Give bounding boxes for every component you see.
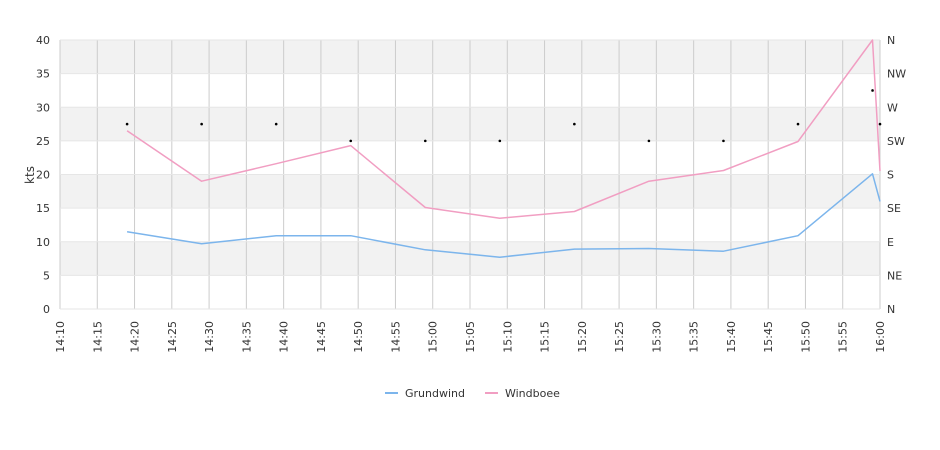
x-axis-ticks: 14:10 14:15 14:20 14:25 14:30 14:35 14:40 14:45… xyxy=(54,321,887,353)
y-tick-label: 40 xyxy=(36,34,50,47)
x-tick-label: 16:00 xyxy=(874,321,887,353)
direction-marker xyxy=(722,139,725,143)
direction-marker xyxy=(274,122,278,126)
y-axis-ticks: 0 5 10 15 20 25 30 35 40 xyxy=(36,34,50,316)
x-tick-label: 14:50 xyxy=(352,321,365,353)
y-tick-label: 25 xyxy=(36,135,50,148)
direction-marker xyxy=(498,139,502,143)
x-tick-label: 14:10 xyxy=(54,321,67,353)
direction-tick-label: S xyxy=(887,169,894,182)
direction-tick-label: NW xyxy=(887,68,906,81)
direction-axis-ticks: N NE E SE S SW W NW N xyxy=(887,34,906,316)
y-tick-label: 10 xyxy=(36,236,50,249)
direction-marker xyxy=(423,139,427,143)
x-tick-label: 15:30 xyxy=(650,321,663,353)
direction-tick-label: SE xyxy=(887,202,901,215)
y-tick-label: 35 xyxy=(36,68,50,81)
x-tick-label: 15:40 xyxy=(725,321,738,353)
direction-marker xyxy=(573,122,576,126)
x-tick-label: 14:25 xyxy=(166,321,179,353)
direction-tick-label: E xyxy=(887,236,894,249)
series-line-windboee xyxy=(126,39,881,219)
x-tick-label: 14:55 xyxy=(389,321,402,353)
legend: Grundwind Windboee xyxy=(385,387,560,400)
x-tick-label: 15:55 xyxy=(837,321,850,353)
y-tick-label: 15 xyxy=(36,202,50,215)
direction-tick-label: N xyxy=(887,303,895,316)
direction-marker xyxy=(200,122,203,126)
x-tick-label: 15:20 xyxy=(576,321,589,353)
direction-tick-label: N xyxy=(887,34,895,47)
direction-tick-label: SW xyxy=(887,135,905,148)
x-tick-label: 15:05 xyxy=(464,321,477,353)
y-tick-label: 5 xyxy=(43,269,50,282)
x-tick-label: 15:50 xyxy=(799,321,812,353)
legend-label: Windboee xyxy=(505,387,560,400)
y-axis-title: kts xyxy=(23,166,37,184)
x-tick-label: 14:35 xyxy=(240,321,253,353)
direction-marker xyxy=(125,122,129,126)
x-tick-label: 14:20 xyxy=(129,321,142,353)
direction-marker xyxy=(796,122,800,126)
x-tick-label: 15:35 xyxy=(688,321,701,353)
x-tick-label: 15:10 xyxy=(501,321,514,353)
series-line-grundwind xyxy=(126,173,881,258)
x-tick-label: 14:40 xyxy=(278,321,291,353)
direction-markers xyxy=(125,89,882,143)
x-tick-label: 15:45 xyxy=(762,321,775,353)
x-tick-label: 15:00 xyxy=(427,321,440,353)
legend-label: Grundwind xyxy=(405,387,465,400)
horizontal-gridlines xyxy=(60,39,880,310)
direction-marker xyxy=(878,122,882,126)
direction-tick-label: NE xyxy=(887,269,902,282)
y-tick-label: 30 xyxy=(36,101,50,114)
series-lines xyxy=(126,39,881,258)
y-tick-label: 20 xyxy=(36,169,50,182)
x-tick-label: 14:45 xyxy=(315,321,328,353)
x-tick-label: 14:15 xyxy=(91,321,104,353)
direction-marker xyxy=(349,139,353,143)
x-tick-label: 15:15 xyxy=(539,321,552,353)
x-tick-label: 15:25 xyxy=(613,321,626,353)
direction-marker xyxy=(871,89,874,92)
direction-tick-label: W xyxy=(887,101,898,114)
direction-marker xyxy=(647,139,651,143)
x-tick-label: 14:30 xyxy=(203,321,216,353)
y-tick-label: 0 xyxy=(43,303,50,316)
